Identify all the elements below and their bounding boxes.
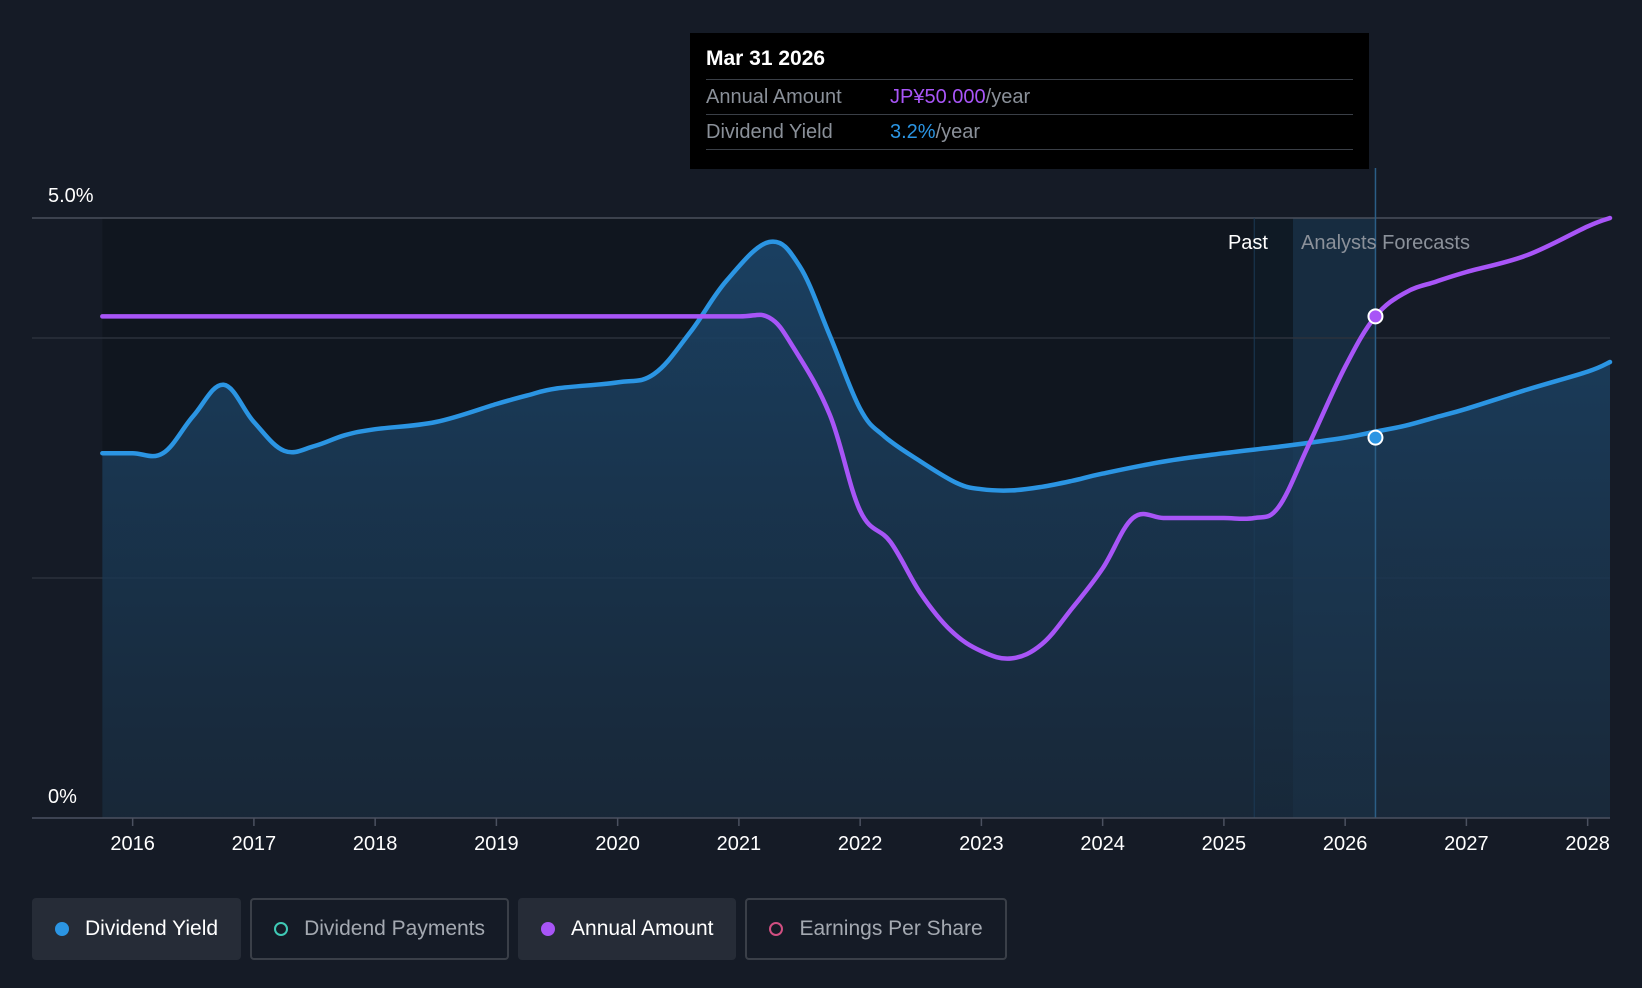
- tooltip-unit: /year: [985, 85, 1031, 108]
- x-tick-label: 2028: [1565, 833, 1610, 855]
- legend-label: Annual Amount: [571, 917, 714, 940]
- x-axis-ticks: 2016 2017 2018 2019 2020 2021 2022 2023 2024 2025…: [110, 818, 1610, 855]
- tooltip-row-annual-amount: Annual Amount JP¥50.000 /year: [706, 80, 1353, 115]
- hollow-dot-icon: [274, 922, 289, 936]
- series-areas: [102, 241, 1610, 818]
- x-tick-label: 2025: [1202, 833, 1247, 855]
- dividend-yield-line: [100, 239, 1613, 493]
- legend-label: Dividend Yield: [85, 917, 219, 940]
- x-tick-label: 2026: [1323, 833, 1368, 855]
- dividend-yield-area: [102, 241, 1610, 818]
- hover-point: [1367, 308, 1384, 325]
- y-axis-labels: 5.0% 0%: [48, 185, 94, 808]
- forecast-label: Analysts Forecasts: [1301, 232, 1470, 254]
- x-tick-label: 2024: [1080, 833, 1125, 855]
- tooltip-label: Annual Amount: [706, 85, 842, 108]
- past-label: Past: [1228, 232, 1268, 254]
- x-tick-label: 2019: [474, 833, 519, 855]
- legend: Dividend Yield Dividend Payments Annual …: [32, 898, 1007, 960]
- tooltip-value: 3.2%: [890, 120, 936, 143]
- legend-earnings-per-share-button[interactable]: Earnings Per Share: [745, 898, 1007, 960]
- filled-dot-icon: [55, 922, 69, 936]
- hover-markers: [1367, 308, 1384, 446]
- series-lines: [100, 215, 1613, 661]
- tooltip-row-dividend-yield: Dividend Yield 3.2% /year: [706, 115, 1353, 150]
- legend-dividend-yield-button[interactable]: Dividend Yield: [32, 898, 242, 960]
- legend-label: Dividend Payments: [304, 917, 486, 940]
- x-tick-label: 2018: [353, 833, 398, 855]
- legend-label: Earnings Per Share: [799, 917, 983, 940]
- tooltip: Mar 31 2026 Annual Amount JP¥50.000 /yea…: [690, 33, 1369, 169]
- hover-point: [1367, 429, 1384, 446]
- tooltip-date: Mar 31 2026: [706, 47, 1353, 80]
- y-tick-label: 0%: [48, 786, 77, 808]
- x-tick-label: 2017: [232, 833, 277, 855]
- legend-dividend-payments-button[interactable]: Dividend Payments: [250, 898, 510, 960]
- x-tick-label: 2023: [959, 833, 1004, 855]
- legend-annual-amount-button[interactable]: Annual Amount: [518, 898, 737, 960]
- annual-amount-line: [100, 215, 1613, 661]
- x-tick-label: 2022: [838, 833, 883, 855]
- hollow-dot-icon: [769, 922, 784, 936]
- x-tick-label: 2020: [595, 833, 640, 855]
- x-tick-label: 2021: [717, 833, 762, 855]
- x-tick-label: 2016: [110, 833, 155, 855]
- filled-dot-icon: [541, 922, 556, 936]
- y-tick-label: 5.0%: [48, 185, 94, 207]
- tooltip-value: JP¥50.000: [890, 85, 986, 108]
- tooltip-unit: /year: [935, 120, 981, 143]
- x-tick-label: 2027: [1444, 833, 1489, 855]
- tooltip-label: Dividend Yield: [706, 120, 833, 143]
